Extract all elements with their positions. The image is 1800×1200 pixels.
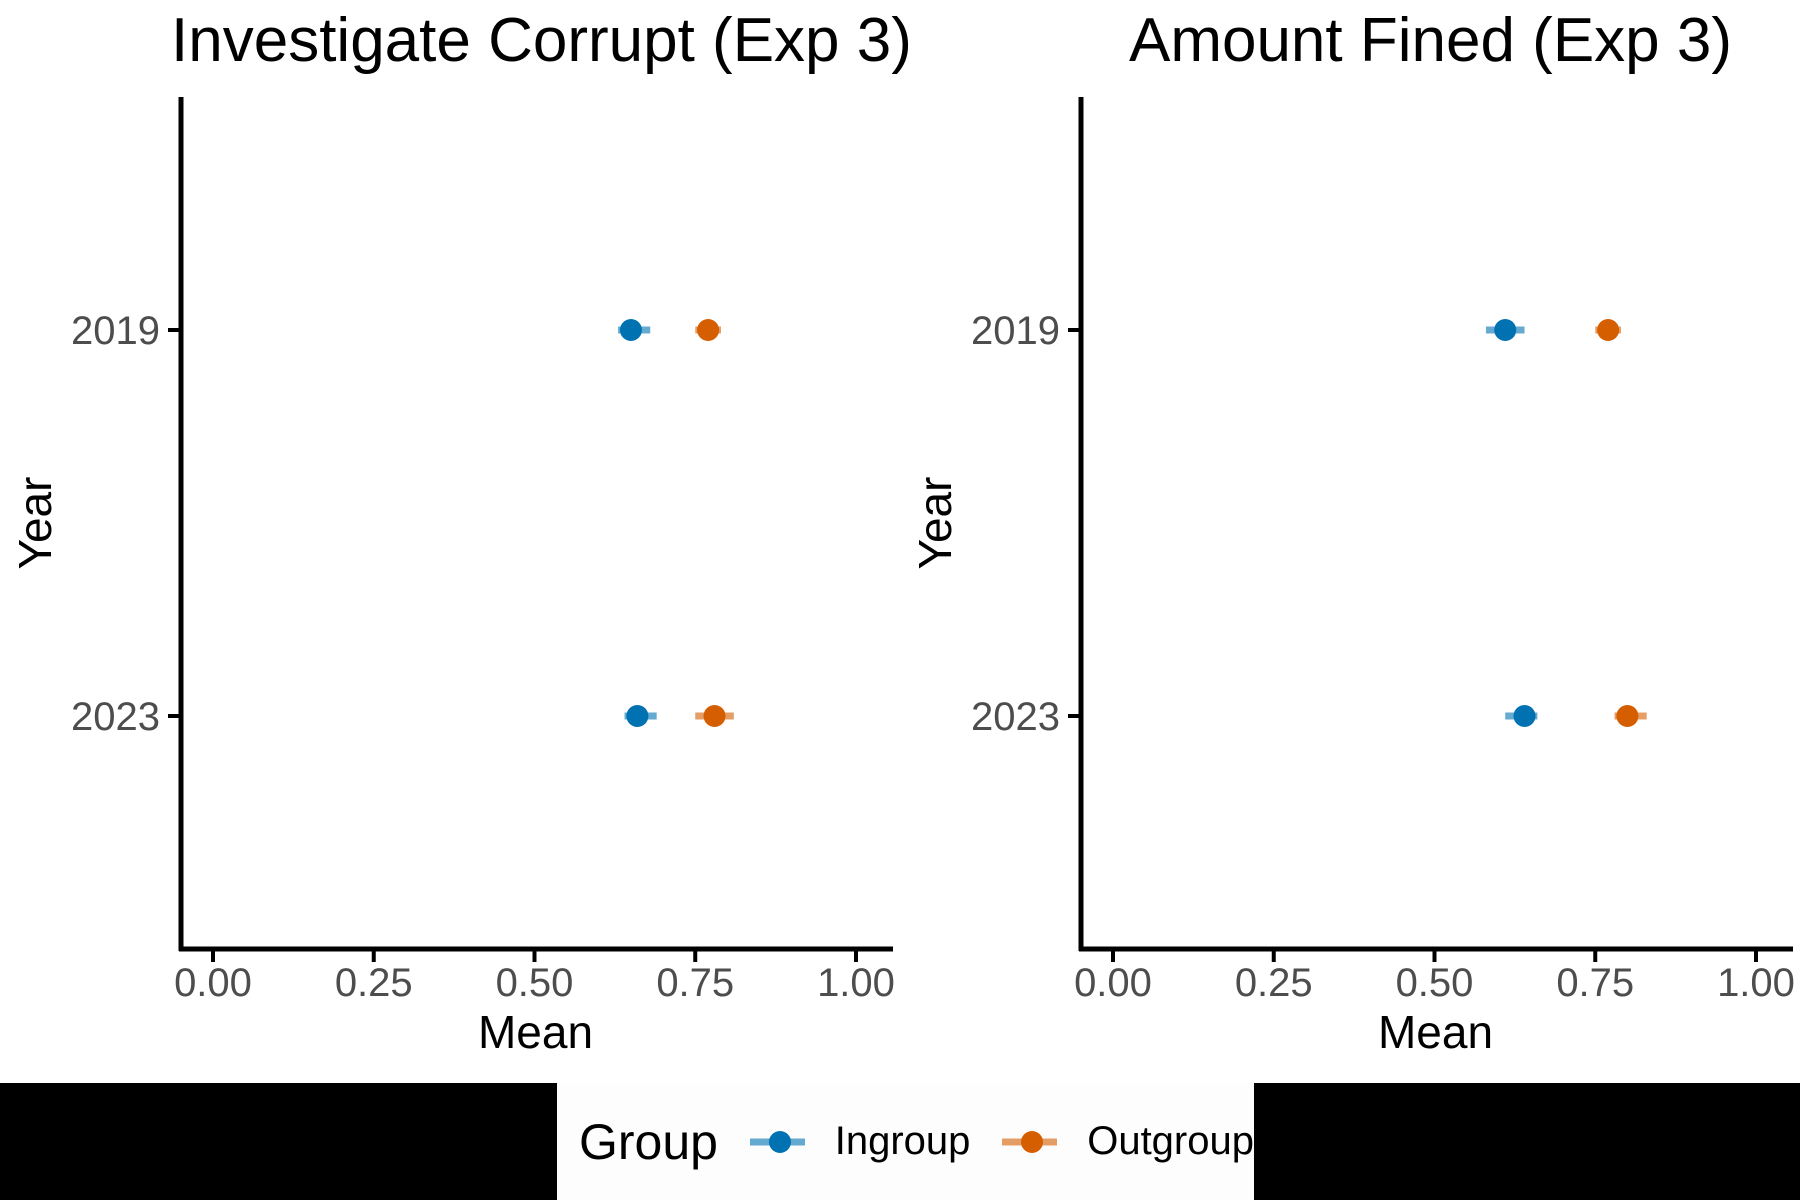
ingroup-mean-point [1513, 705, 1536, 727]
outgroup-mean-point [697, 319, 720, 341]
ingroup-key-icon [749, 1130, 805, 1153]
x-tick-label: 0.00 [1074, 961, 1152, 1005]
outgroup-mean-point [1597, 319, 1620, 341]
x-tick-label: 0.50 [496, 961, 574, 1005]
y-tick-label: 2019 [71, 309, 160, 353]
left-panel-title: Investigate Corrupt (Exp 3) [171, 6, 912, 75]
x-tick-label: 1.00 [1717, 961, 1795, 1005]
legend: Group Ingroup Outgroup [557, 1083, 1254, 1200]
x-tick-label: 0.25 [1235, 961, 1313, 1005]
outgroup-key-icon [1002, 1130, 1058, 1153]
x-tick-label: 0.00 [174, 961, 252, 1005]
legend-label-ingroup: Ingroup [834, 1119, 971, 1163]
bottom-band: Group Ingroup Outgroup [0, 1083, 1800, 1200]
right-panel-title: Amount Fined (Exp 3) [1128, 6, 1733, 75]
right-x-axis-title: Mean [1377, 1006, 1494, 1058]
redaction-box-left [0, 1083, 557, 1200]
legend-label-outgroup: Outgroup [1087, 1119, 1254, 1163]
ingroup-mean-point [619, 319, 642, 341]
redaction-box-right [1254, 1083, 1800, 1200]
x-tick-label: 0.50 [1396, 961, 1474, 1005]
right-y-axis-title: Year [909, 476, 961, 570]
y-tick-label: 2023 [71, 695, 160, 739]
left-x-axis-title: Mean [477, 1006, 594, 1058]
outgroup-mean-point [1616, 705, 1639, 727]
y-tick-label: 2019 [971, 309, 1060, 353]
x-tick-label: 1.00 [817, 961, 895, 1005]
x-tick-label: 0.75 [656, 961, 734, 1005]
ingroup-mean-point [626, 705, 649, 727]
outgroup-mean-point [703, 705, 726, 727]
x-tick-label: 0.75 [1556, 961, 1634, 1005]
legend-title: Group [579, 1113, 718, 1170]
ingroup-mean-point [1494, 319, 1517, 341]
y-tick-label: 2023 [971, 695, 1060, 739]
x-tick-label: 0.25 [335, 961, 413, 1005]
left-y-axis-title: Year [9, 476, 61, 570]
